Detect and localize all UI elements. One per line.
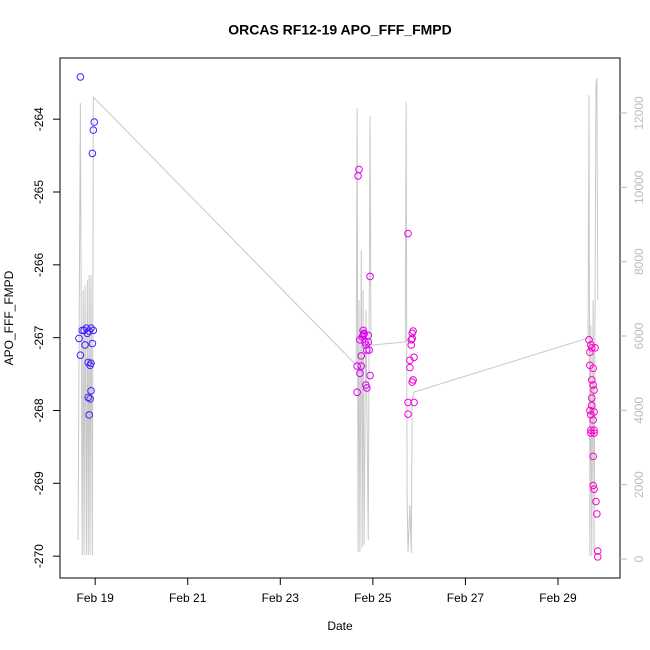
x-tick-label: Feb 19 <box>76 591 114 605</box>
chart-title: ORCAS RF12-19 APO_FFF_FMPD <box>228 22 452 38</box>
point <box>353 362 361 370</box>
y-axis-label: APO_FFF_FMPD <box>2 270 16 365</box>
y2-tick-label: 4000 <box>632 397 646 424</box>
y-tick-label: -266 <box>32 253 46 277</box>
plot-frame <box>59 57 621 579</box>
y2-tick-label: 12000 <box>632 96 646 130</box>
x-tick-label: Feb 25 <box>354 591 392 605</box>
point <box>593 510 601 518</box>
point <box>404 229 412 238</box>
point <box>86 395 94 403</box>
point <box>360 329 368 338</box>
point <box>410 353 418 362</box>
point <box>589 381 597 389</box>
point <box>404 410 412 418</box>
x-tick-label: Feb 27 <box>447 591 485 605</box>
point <box>587 429 595 437</box>
point <box>357 362 366 370</box>
point <box>586 361 594 370</box>
point <box>89 126 98 134</box>
point <box>88 339 97 348</box>
point <box>410 398 418 407</box>
point <box>87 359 95 367</box>
point <box>587 401 596 410</box>
point <box>75 334 83 343</box>
point <box>592 497 600 506</box>
point <box>589 416 597 424</box>
point <box>593 553 602 561</box>
point <box>590 429 598 437</box>
point <box>590 386 598 394</box>
x-tick-label: Feb 21 <box>169 591 207 605</box>
x-tick-label: Feb 23 <box>262 591 300 605</box>
y-tick-label: -268 <box>32 398 46 422</box>
y2-tick-label: 2000 <box>632 471 646 498</box>
point <box>76 73 85 81</box>
point <box>87 324 95 332</box>
point <box>593 547 602 555</box>
point <box>409 327 417 335</box>
point <box>356 369 364 378</box>
y2-tick-label: 6000 <box>632 322 646 349</box>
y-tick-label: -264 <box>32 107 46 131</box>
point <box>366 272 374 281</box>
y2-tick-label: 10000 <box>632 170 646 204</box>
point <box>364 331 373 340</box>
point <box>90 118 99 126</box>
y-tick-label: -269 <box>32 471 46 495</box>
y-tick-label: -270 <box>32 544 46 568</box>
point <box>85 411 93 419</box>
point <box>356 336 364 344</box>
point <box>587 376 596 384</box>
point <box>87 387 95 395</box>
point <box>590 408 598 416</box>
y-tick-label: -267 <box>32 325 46 349</box>
point <box>591 344 599 352</box>
point <box>357 352 366 360</box>
point <box>84 393 93 402</box>
point <box>586 348 594 357</box>
point <box>81 341 89 349</box>
point <box>366 371 374 380</box>
point <box>408 334 416 343</box>
point <box>88 149 97 158</box>
point <box>365 346 373 354</box>
point <box>354 172 362 180</box>
point <box>589 452 597 461</box>
point <box>404 398 412 407</box>
point <box>585 336 593 344</box>
y2-tick-label: 8000 <box>632 248 646 275</box>
point <box>83 329 92 338</box>
x-tick-label: Feb 29 <box>539 591 577 605</box>
point <box>89 326 98 335</box>
point <box>408 378 416 386</box>
point <box>407 336 416 344</box>
y2-tick-label: 0 <box>632 555 646 562</box>
point <box>590 485 598 493</box>
point <box>353 388 361 397</box>
point <box>363 346 371 354</box>
point <box>587 394 596 402</box>
y-tick-label: -265 <box>32 180 46 204</box>
x-axis-label: Date <box>327 619 353 633</box>
point <box>589 481 597 490</box>
point <box>586 406 594 415</box>
point <box>406 363 414 372</box>
point <box>76 351 85 359</box>
point <box>363 384 371 392</box>
point <box>587 344 596 352</box>
